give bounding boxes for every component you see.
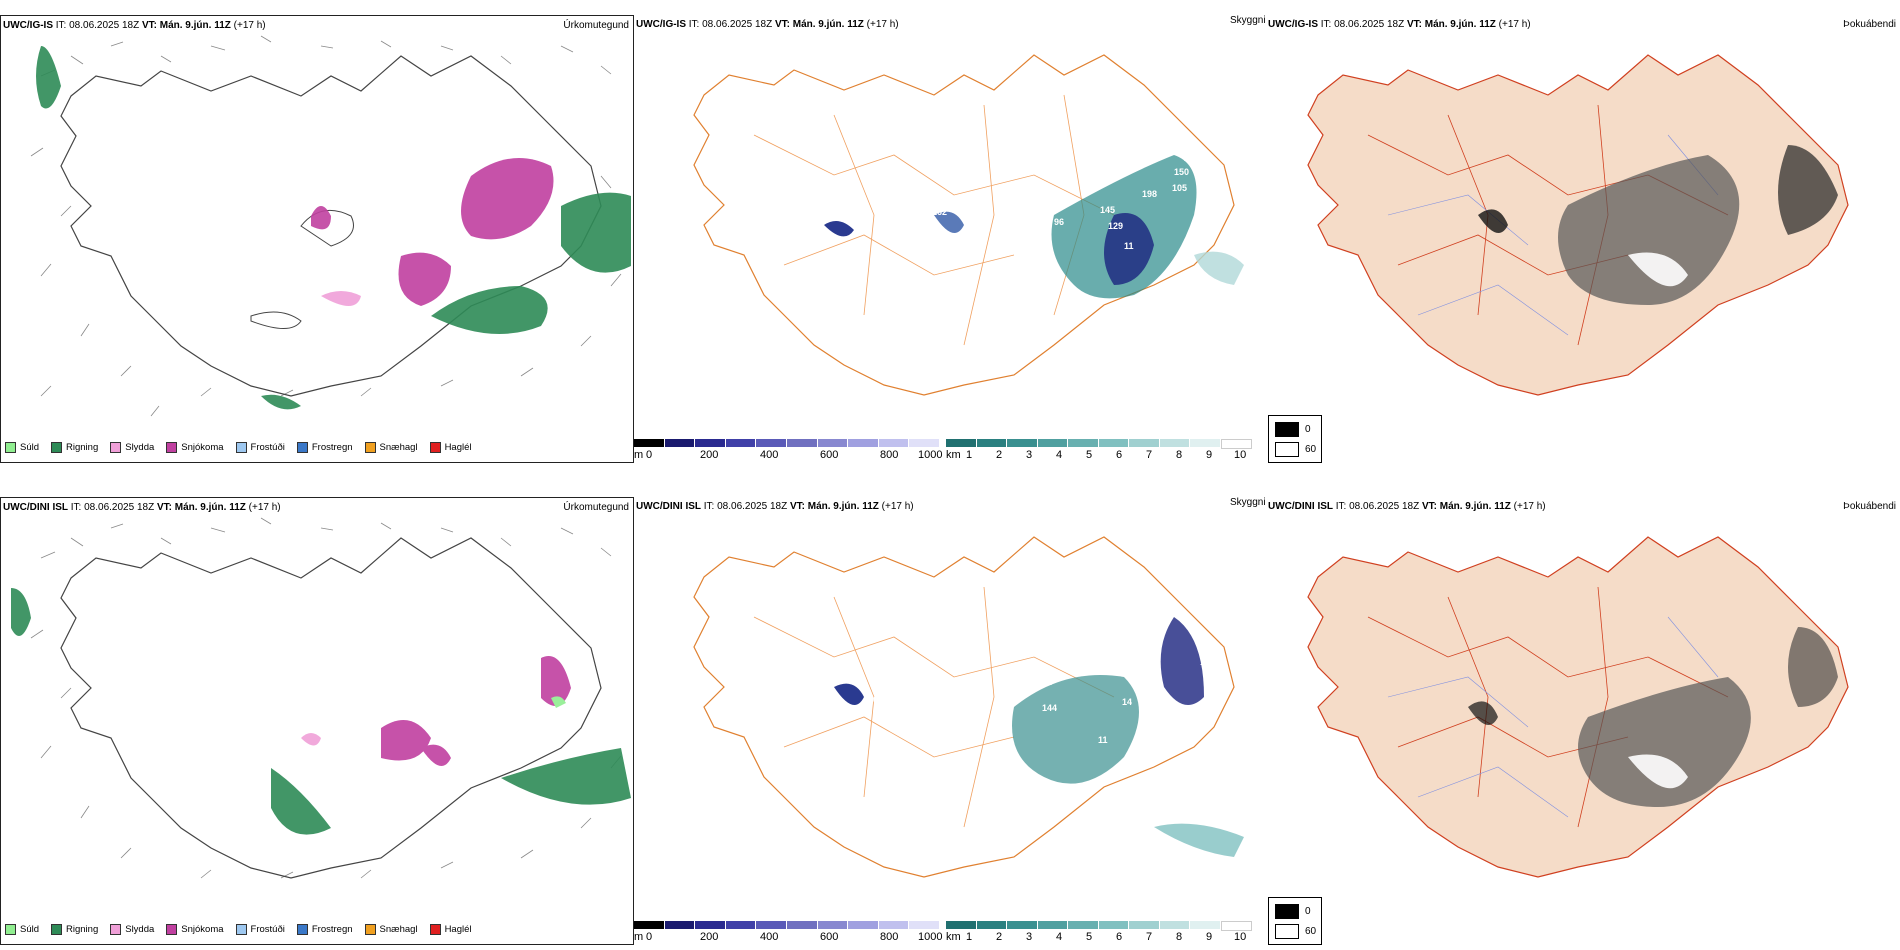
ceiling-value-label: 10 xyxy=(1194,237,1204,247)
visibility-panel-bottom: UWC/DINI ISL IT: 08.06.2025 18Z VT: Mán.… xyxy=(634,497,1268,945)
iceland-map-visibility-bottom: 22 107 10 22 144 115 14 11 xyxy=(693,536,1244,878)
ceiling-colorbar-bottom xyxy=(634,921,940,929)
iceland-map-precip-bottom xyxy=(11,517,631,879)
ceiling-unit-top: m xyxy=(634,449,644,461)
visibility-unit-top: km xyxy=(946,449,961,461)
product-label-vis-top: Skyggni xyxy=(1230,15,1266,26)
ceiling-value-label: 10 xyxy=(1002,685,1012,695)
iceland-map-fog-top xyxy=(1307,54,1849,396)
legend-item: Snjókoma xyxy=(166,924,224,935)
model-name: UWC/IG-IS xyxy=(3,20,53,31)
precip-legend-bottom: Súld Rigning Slydda Snjókoma Frostúði Fr… xyxy=(5,924,478,935)
visibility-unit-bottom: km xyxy=(946,931,961,943)
legend-item: Haglél xyxy=(429,924,472,935)
ceiling-value-label: 255 xyxy=(1184,153,1199,163)
precip-type-panel-top: UWC/IG-IS IT: 08.06.2025 18Z VT: Mán. 9.… xyxy=(0,15,634,463)
ceiling-value-label: 162 xyxy=(932,207,947,217)
iceland-map-fog-bottom xyxy=(1307,536,1849,878)
ceiling-value-label: 90 xyxy=(834,211,844,221)
ceiling-value-label: 11 xyxy=(1098,735,1108,745)
map-title-fog-top: UWC/IG-IS IT: 08.06.2025 18Z VT: Mán. 9.… xyxy=(1268,19,1531,30)
fog-panel-top: UWC/IG-IS IT: 08.06.2025 18Z VT: Mán. 9.… xyxy=(1268,15,1900,463)
legend-item: Snæhagl xyxy=(364,924,418,935)
iceland-map-precip-top xyxy=(30,35,631,417)
ceiling-value-label: 107 xyxy=(868,695,883,705)
ceiling-value-label: 10 xyxy=(1002,203,1012,213)
precip-type-panel-bottom: UWC/DINI ISL IT: 08.06.2025 18Z VT: Mán.… xyxy=(0,497,634,945)
legend-item: Frostúði xyxy=(235,924,285,935)
ceiling-value-label: 52 xyxy=(1028,189,1038,199)
map-title-vis-top: UWC/IG-IS IT: 08.06.2025 18Z VT: Mán. 9.… xyxy=(636,19,899,30)
map-title-precip-top: UWC/IG-IS IT: 08.06.2025 18Z VT: Mán. 9.… xyxy=(3,20,266,31)
init-time: IT: 08.06.2025 18Z xyxy=(55,20,140,31)
precip-legend-top: Súld Rigning Slydda Snjókoma Frostúði Fr… xyxy=(5,442,478,453)
ceiling-value-label: 145 xyxy=(1100,205,1115,215)
ceiling-value-label: 105 xyxy=(1172,183,1187,193)
lead-time: (+17 h) xyxy=(233,20,266,31)
legend-item: Haglél xyxy=(429,442,472,453)
ceiling-value-label: 22 xyxy=(1042,677,1052,687)
map-title-fog-bottom: UWC/DINI ISL IT: 08.06.2025 18Z VT: Mán.… xyxy=(1268,501,1546,512)
ceiling-unit-bottom: m xyxy=(634,931,644,943)
ceiling-value-label: 129 xyxy=(1108,221,1123,231)
valid-time: Mán. 9.jún. 11Z xyxy=(159,20,231,31)
ceiling-value-label: 22 xyxy=(896,683,906,693)
ceiling-value-label: 48 xyxy=(852,197,862,207)
product-label-precip-bottom: Úrkomutegund xyxy=(563,502,629,513)
ceiling-value-label: 287 xyxy=(1062,287,1077,297)
ceiling-value-label: 115 xyxy=(1200,657,1215,667)
product-label-fog-top: Þokuábendi xyxy=(1843,19,1896,30)
legend-item: Frostregn xyxy=(296,924,353,935)
ceiling-value-label: 96 xyxy=(1054,217,1064,227)
legend-item: Frostregn xyxy=(296,442,353,453)
ceiling-value-label: 150 xyxy=(1174,167,1189,177)
ceiling-value-label: 198 xyxy=(1142,189,1157,199)
ceiling-value-label: 11 xyxy=(1124,241,1134,251)
fog-legend-bottom: 0 60 xyxy=(1268,897,1322,945)
map-title-vis-bottom: UWC/DINI ISL IT: 08.06.2025 18Z VT: Mán.… xyxy=(636,501,914,512)
visibility-panel-top: UWC/IG-IS IT: 08.06.2025 18Z VT: Mán. 9.… xyxy=(634,15,1268,463)
fog-legend-top: 0 60 xyxy=(1268,415,1322,463)
visibility-colorbar-top xyxy=(946,439,1252,449)
iceland-map-visibility-top: 48 90 162 10 52 12 145 129 96 198 105 150 255 11 287 10 xyxy=(693,54,1244,396)
legend-item: Slydda xyxy=(110,442,154,453)
ceiling-value-label: 12 xyxy=(1046,195,1056,205)
product-label-precip-top: Úrkomutegund xyxy=(563,20,629,31)
ceiling-value-label: 14 xyxy=(1122,697,1132,707)
ceiling-value-label: 144 xyxy=(1042,703,1057,713)
legend-item: Snjókoma xyxy=(166,442,224,453)
legend-item: Súld xyxy=(5,924,39,935)
legend-item: Frostúði xyxy=(235,442,285,453)
legend-item: Slydda xyxy=(110,924,154,935)
valid-label: VT: xyxy=(141,20,157,31)
fog-panel-bottom: UWC/DINI ISL IT: 08.06.2025 18Z VT: Mán.… xyxy=(1268,497,1900,945)
ceiling-colorbar-top xyxy=(634,439,940,447)
legend-item: Súld xyxy=(5,442,39,453)
product-label-fog-bottom: Þokuábendi xyxy=(1843,501,1896,512)
legend-item: Snæhagl xyxy=(364,442,418,453)
legend-item: Rigning xyxy=(51,442,98,453)
visibility-colorbar-bottom xyxy=(946,921,1252,931)
product-label-vis-bottom: Skyggni xyxy=(1230,497,1266,508)
legend-item: Rigning xyxy=(51,924,98,935)
map-title-precip-bottom: UWC/DINI ISL IT: 08.06.2025 18Z VT: Mán.… xyxy=(3,502,281,513)
